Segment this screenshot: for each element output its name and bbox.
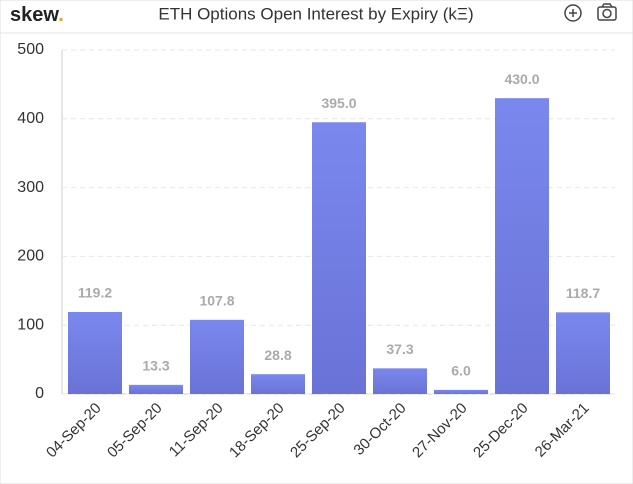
- value-label: 13.3: [142, 358, 169, 374]
- value-label: 28.8: [264, 347, 291, 363]
- bar: [190, 319, 244, 394]
- value-label: 430.0: [504, 71, 539, 87]
- y-tick-label: 100: [17, 316, 44, 333]
- logo-text: skew: [10, 4, 59, 26]
- y-tick-label: 400: [17, 110, 44, 127]
- value-label: 118.7: [566, 285, 600, 301]
- camera-icon[interactable]: [597, 3, 617, 21]
- bar: [556, 312, 610, 394]
- value-label: 107.8: [199, 293, 234, 309]
- value-label: 37.3: [386, 341, 413, 357]
- value-label: 119.2: [78, 285, 112, 301]
- bar: [251, 374, 305, 394]
- chart-title: ETH Options Open Interest by Expiry (kΞ): [158, 4, 473, 23]
- y-tick-label: 300: [17, 179, 44, 196]
- bar: [434, 389, 488, 394]
- bar: [495, 98, 549, 394]
- logo-dot: .: [58, 4, 64, 26]
- bar: [129, 384, 183, 394]
- zoom-icon[interactable]: [564, 4, 582, 22]
- bar: [312, 122, 366, 395]
- bar: [68, 311, 122, 394]
- value-label: 6.0: [451, 363, 471, 379]
- value-label: 395.0: [321, 95, 356, 111]
- bar: [373, 368, 427, 394]
- y-tick-label: 200: [17, 248, 44, 265]
- logo: skew.: [10, 4, 64, 26]
- y-tick-label: 0: [35, 385, 44, 402]
- y-tick-label: 500: [17, 41, 44, 58]
